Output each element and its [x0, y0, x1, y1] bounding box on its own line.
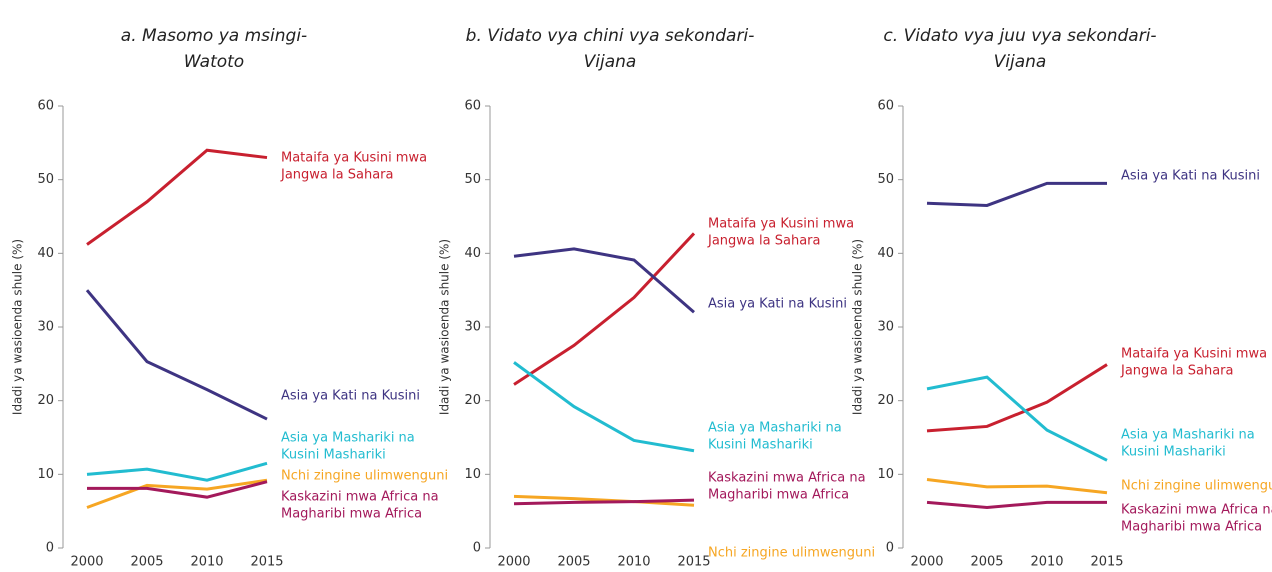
series-label: Kaskazini mwa Africa na: [281, 490, 439, 505]
chart-title: Watoto: [184, 52, 244, 72]
x-tick-label: 2005: [970, 555, 1003, 570]
y-tick-label: 50: [464, 172, 481, 187]
y-tick-label: 20: [464, 393, 481, 408]
series-label: Jangwa la Sahara: [1120, 364, 1233, 379]
y-tick-label: 40: [37, 246, 54, 261]
series-label: Nchi zingine ulimwenguni: [1121, 479, 1272, 494]
y-tick-label: 10: [464, 467, 481, 482]
y-tick-label: 60: [877, 99, 894, 114]
series-line: [87, 480, 268, 499]
y-tick-label: 0: [473, 541, 481, 556]
x-tick-label: 2000: [910, 555, 943, 570]
y-tick-label: 0: [46, 541, 54, 556]
series-label: Nchi zingine ulimwenguni: [281, 469, 448, 484]
y-tick-label: 50: [877, 172, 894, 187]
series-label: Magharibi mwa Africa: [708, 488, 849, 503]
y-tick-label: 0: [886, 541, 894, 556]
series-label: Kaskazini mwa Africa na: [708, 471, 866, 486]
y-tick-label: 30: [464, 320, 481, 335]
series-label: Asia ya Kati na Kusini: [708, 297, 847, 312]
x-tick-label: 2015: [250, 555, 283, 570]
y-tick-label: 60: [37, 99, 54, 114]
series-label: Magharibi mwa Africa: [281, 507, 422, 522]
series-line: [513, 361, 695, 453]
series-label: Asia ya Mashariki na: [1121, 428, 1255, 443]
y-tick-label: 10: [877, 467, 894, 482]
series-line: [926, 363, 1108, 433]
y-tick-label: 40: [877, 246, 894, 261]
series-label: Asia ya Kati na Kusini: [281, 389, 420, 404]
x-tick-label: 2015: [1090, 555, 1123, 570]
chart-title: Vijana: [994, 52, 1047, 72]
series-label: Mataifa ya Kusini mwa: [1121, 347, 1267, 362]
series-line: [926, 500, 1107, 509]
series-label: Asia ya Mashariki na: [708, 421, 842, 436]
series-line: [513, 247, 695, 314]
x-tick-label: 2000: [497, 555, 530, 570]
series-label: Kaskazini mwa Africa na: [1121, 503, 1272, 518]
series-label: Jangwa la Sahara: [707, 234, 820, 249]
chart-title: a. Masomo ya msingi-: [121, 26, 307, 46]
y-tick-label: 20: [877, 393, 894, 408]
series-label: Mataifa ya Kusini mwa: [281, 151, 427, 166]
series-label: Kusini Mashariki: [1121, 445, 1226, 460]
x-tick-label: 2015: [677, 555, 710, 570]
y-axis-label: Idadi ya wasioenda shule (%): [438, 239, 452, 415]
y-tick-label: 30: [877, 320, 894, 335]
y-tick-label: 30: [37, 320, 54, 335]
x-tick-label: 2010: [190, 555, 223, 570]
y-tick-label: 10: [37, 467, 54, 482]
y-tick-label: 20: [37, 393, 54, 408]
series-line: [926, 375, 1108, 462]
series-label: Magharibi mwa Africa: [1121, 520, 1262, 535]
series-line: [513, 498, 695, 506]
series-label: Asia ya Kati na Kusini: [1121, 169, 1260, 184]
series-line: [86, 478, 268, 509]
y-axis-label: Idadi ya wasioenda shule (%): [11, 239, 25, 415]
chart-title: c. Vidato vya juu vya sekondari-: [883, 26, 1156, 46]
x-tick-label: 2010: [1030, 555, 1063, 570]
x-tick-label: 2010: [617, 555, 650, 570]
x-tick-label: 2000: [70, 555, 103, 570]
series-label: Jangwa la Sahara: [280, 168, 393, 183]
chart-title: Vijana: [584, 52, 637, 72]
series-label: Mataifa ya Kusini mwa: [708, 217, 854, 232]
series-line: [85, 289, 268, 421]
series-label: Asia ya Mashariki na: [281, 431, 415, 446]
y-tick-label: 60: [464, 99, 481, 114]
series-label: Kusini Mashariki: [281, 448, 386, 463]
series-line: [926, 181, 1107, 207]
series-label: Kusini Mashariki: [708, 438, 813, 453]
series-line: [86, 461, 268, 482]
series-label: Nchi zingine ulimwenguni: [708, 546, 875, 561]
series-line: [86, 148, 268, 246]
y-tick-label: 40: [464, 246, 481, 261]
series-line: [926, 478, 1108, 495]
chart-title: b. Vidato vya chini vya sekondari-: [466, 26, 755, 46]
y-tick-label: 50: [37, 172, 54, 187]
x-tick-label: 2005: [557, 555, 590, 570]
x-tick-label: 2005: [130, 555, 163, 570]
series-line: [513, 232, 696, 386]
y-axis-label: Idadi ya wasioenda shule (%): [851, 239, 865, 415]
series-line: [513, 494, 695, 507]
